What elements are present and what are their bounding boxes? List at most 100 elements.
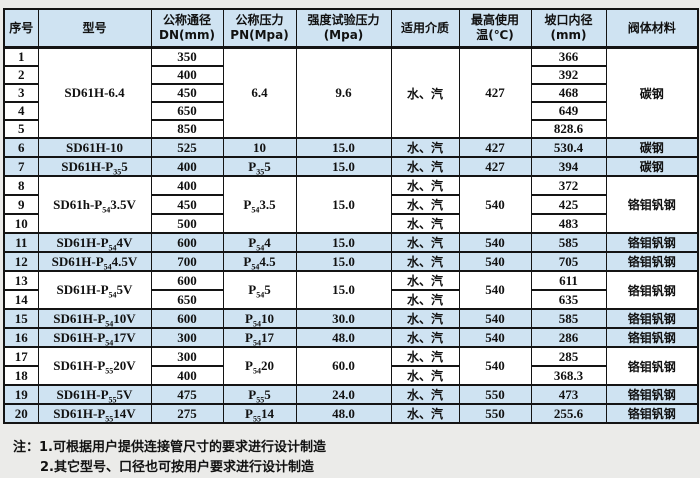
cell-bore: 255.6 [530, 403, 607, 424]
cell-material: 碳钢 [605, 137, 699, 158]
cell-temp: 540 [458, 327, 532, 348]
cell-test: 60.0 [295, 346, 392, 386]
cell-model: SD61H-P544.5V [37, 251, 152, 272]
cell-temp: 540 [458, 175, 532, 234]
table-row: 19 SD61H-P555V 475 P555 24.0 水、汽 550 473 铬钼钒钢 [3, 384, 699, 405]
cell-temp: 550 [458, 403, 532, 424]
cell-bore: 425 [530, 194, 607, 215]
cell-pn: P5514 [222, 403, 297, 424]
cell-medium: 水、汽 [390, 175, 460, 196]
cell-model: SD61H-6.4 [37, 46, 152, 139]
cell-dn: 400 [150, 65, 224, 85]
cell-bore: 394 [530, 156, 607, 177]
table-row: 11 SD61H-P544V 600 P544 15.0 水、汽 540 585 铬钼钒钢 [3, 232, 699, 253]
cell-test: 15.0 [295, 175, 392, 234]
cell-dn: 350 [150, 46, 224, 67]
cell-seq: 11 [3, 232, 39, 253]
cell-seq: 14 [3, 289, 39, 310]
spec-table-body: 1 SD61H-6.4 350 6.4 9.6 水、汽 427 366 碳钢 2 400 392 3 45… [3, 46, 699, 424]
cell-medium: 水、汽 [390, 194, 460, 215]
cell-medium: 水、汽 [390, 403, 460, 424]
cell-pn: 10 [222, 137, 297, 158]
cell-medium: 水、汽 [390, 327, 460, 348]
cell-dn: 700 [150, 251, 224, 272]
table-row: 8 SD61h-P543.5V 400 P543.5 15.0 水、汽 540 372 铬钼钒钢 [3, 175, 699, 234]
cell-bore: 530.4 [530, 137, 607, 158]
table-row: 4 650 649 [3, 101, 698, 121]
cell-medium: 水、汽 [390, 46, 460, 139]
cell-seq: 4 [3, 101, 39, 121]
header-row: 序号 型号 公称通径 DN(mm) 公称压力 PN(Mpa) 强度试验压力 (Mpa) 适… [3, 8, 699, 49]
table-row: 15 SD61H-P5410V 600 P5410 30.0 水、汽 540 585 铬钼钒钢 [3, 308, 699, 329]
col-header-medium: 适用介质 [390, 8, 460, 49]
cell-medium: 水、汽 [390, 213, 460, 234]
cell-temp: 427 [458, 137, 532, 158]
spec-table-header: 序号 型号 公称通径 DN(mm) 公称压力 PN(Mpa) 强度试验压力 (Mpa) 适… [3, 8, 699, 49]
cell-seq: 1 [3, 46, 39, 67]
cell-bore: 705 [530, 251, 607, 272]
cell-dn: 500 [150, 213, 224, 234]
cell-medium: 水、汽 [390, 384, 460, 405]
table-row: 9 450 水、汽 425 [3, 194, 698, 215]
col-header-dn: 公称通径 DN(mm) [150, 8, 224, 49]
cell-model: SD61H-P5514V [37, 403, 152, 424]
col-header-seq: 序号 [3, 8, 39, 49]
cell-bore: 473 [530, 384, 607, 405]
cell-bore: 585 [530, 308, 607, 329]
cell-test: 15.0 [295, 270, 392, 310]
cell-test: 48.0 [295, 327, 392, 348]
col-header-model: 型号 [37, 8, 152, 49]
table-row: 13 SD61H-P545V 600 P545 15.0 水、汽 540 611 铬钼钒钢 [3, 270, 699, 310]
note-text: 1.可根据用户提供连接管尺寸的要求进行设计制造 [39, 440, 326, 455]
cell-medium: 水、汽 [390, 365, 460, 386]
cell-dn: 600 [150, 232, 224, 253]
cell-pn: P5420 [222, 346, 297, 386]
cell-seq: 7 [3, 156, 39, 177]
cell-bore: 368.3 [530, 365, 607, 386]
table-row: 20 SD61H-P5514V 275 P5514 48.0 水、汽 550 255.6 铬钼钒… [3, 403, 699, 424]
cell-dn: 450 [150, 83, 224, 103]
cell-material: 铬钼钒钢 [605, 384, 699, 405]
cell-medium: 水、汽 [390, 251, 460, 272]
cell-test: 15.0 [295, 156, 392, 177]
cell-bore: 635 [530, 289, 607, 310]
cell-dn: 475 [150, 384, 224, 405]
cell-pn: P545 [222, 270, 297, 310]
cell-pn: 6.4 [222, 46, 297, 139]
cell-dn: 300 [150, 346, 224, 367]
col-header-temp: 最高使用 温(℃) [458, 8, 532, 49]
cell-model: SD61H-P355 [37, 156, 152, 177]
cell-material: 铬钼钒钢 [605, 175, 699, 234]
table-row: 2 400 392 [3, 65, 698, 85]
cell-model: SD61H-P5410V [37, 308, 152, 329]
cell-temp: 540 [458, 308, 532, 329]
cell-dn: 300 [150, 327, 224, 348]
table-row: 10 500 水、汽 483 [3, 213, 698, 234]
cell-material: 碳钢 [605, 46, 699, 139]
cell-bore: 392 [530, 65, 607, 85]
note-line-1: 注：1.可根据用户提供连接管尺寸的要求进行设计制造 [13, 438, 697, 458]
cell-material: 铬钼钒钢 [605, 403, 699, 424]
cell-pn: P555 [222, 384, 297, 405]
cell-temp: 540 [458, 251, 532, 272]
col-header-bore: 坡口内径 (mm) [530, 8, 607, 49]
table-row: 14 650 水、汽 635 [3, 289, 698, 310]
cell-model: SD61H-P545V [37, 270, 152, 310]
cell-model: SD61H-P5520V [37, 346, 152, 386]
cell-dn: 400 [150, 365, 224, 386]
cell-pn: P355 [222, 156, 297, 177]
cell-test: 15.0 [295, 137, 392, 158]
cell-seq: 20 [3, 403, 39, 424]
cell-model: SD61H-P555V [37, 384, 152, 405]
cell-pn: P5417 [222, 327, 297, 348]
cell-pn: P543.5 [222, 175, 297, 234]
cell-temp: 540 [458, 232, 532, 253]
table-row: 5 850 828.6 [3, 119, 698, 139]
cell-dn: 850 [150, 119, 224, 139]
table-row: 1 SD61H-6.4 350 6.4 9.6 水、汽 427 366 碳钢 [3, 46, 699, 139]
cell-medium: 水、汽 [390, 137, 460, 158]
cell-temp: 427 [458, 46, 532, 139]
cell-seq: 12 [3, 251, 39, 272]
table-row: 17 SD61H-P5520V 300 P5420 60.0 水、汽 540 285 铬钼钒钢 [3, 346, 699, 386]
cell-seq: 10 [3, 213, 39, 234]
